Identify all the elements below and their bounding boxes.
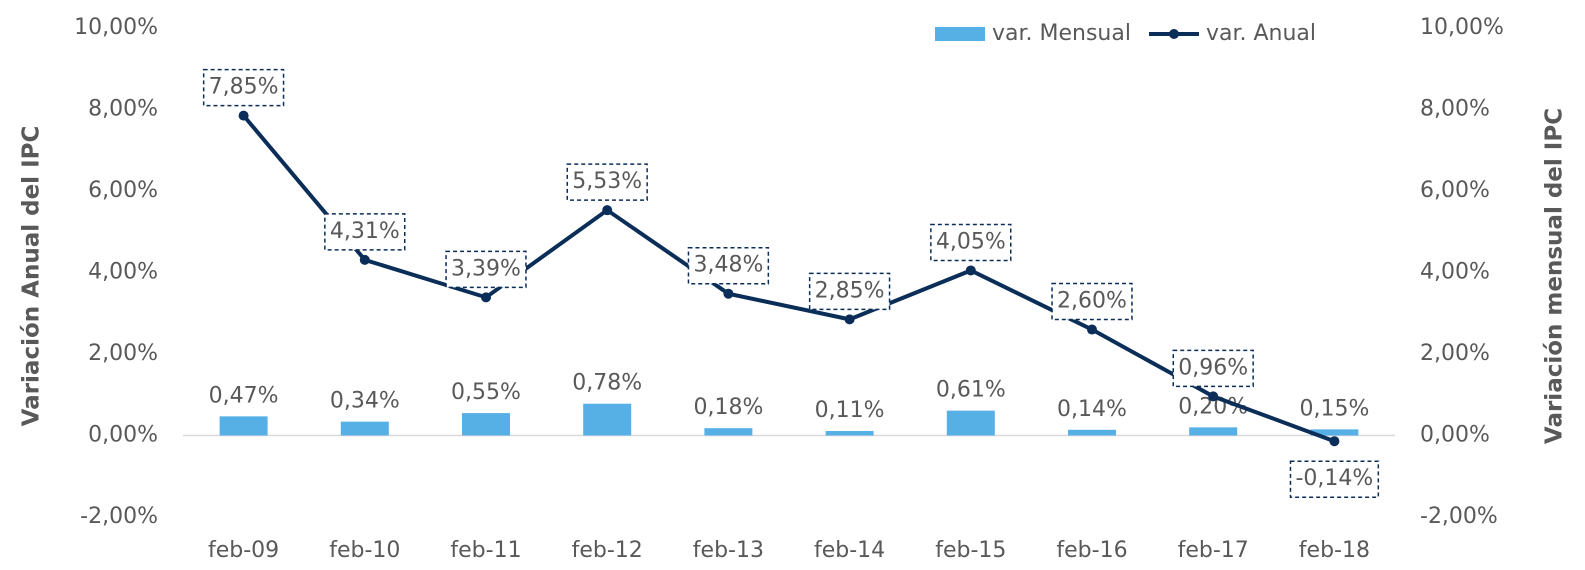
label-box: [1289, 460, 1380, 498]
line-marker: [965, 265, 976, 276]
bar-value-label: 0,61%: [936, 378, 1006, 403]
bar: [462, 413, 510, 436]
y2-tick-label: 0,00%: [1420, 423, 1490, 448]
label-box: [202, 68, 285, 107]
bar: [219, 416, 268, 436]
bar-value-label: 0,78%: [572, 371, 642, 396]
y2-tick-label: 10,00%: [1420, 15, 1504, 40]
x-tick-label: feb-11: [450, 538, 521, 563]
legend-swatch: [935, 27, 985, 41]
line-marker: [481, 292, 491, 303]
bar: [583, 403, 632, 436]
line-marker: [1208, 391, 1219, 402]
label-box: [566, 163, 648, 201]
bar: [946, 410, 995, 436]
bar-value-label: 0,11%: [815, 398, 885, 423]
line-marker: [1087, 324, 1097, 335]
label-box: [445, 250, 527, 289]
y2-axis-title: Variación mensual del IPC: [1542, 108, 1568, 444]
label-box: [808, 272, 891, 311]
line-value-label: 3,39%: [451, 256, 521, 281]
legend-swatch: [1168, 29, 1179, 39]
x-tick-label: feb-10: [329, 538, 400, 563]
line-marker: [723, 288, 734, 299]
y-tick-label: -2,00%: [80, 504, 158, 529]
y2-tick-label: 8,00%: [1420, 97, 1490, 122]
bar: [704, 428, 753, 436]
line-marker: [238, 110, 249, 121]
bar-value-label: 0,15%: [1299, 396, 1369, 421]
label-box: [324, 213, 406, 251]
bar: [825, 431, 874, 436]
y2-tick-label: 6,00%: [1420, 178, 1490, 203]
x-tick-label: feb-14: [814, 538, 885, 563]
bar-value-label: 0,14%: [1057, 397, 1127, 422]
x-tick-label: feb-18: [1299, 538, 1370, 563]
x-tick-label: feb-09: [208, 538, 279, 563]
y-tick-label: 4,00%: [88, 260, 158, 285]
bar-value-label: 0,47%: [209, 383, 279, 408]
bar: [1068, 429, 1116, 436]
y-axis-title: Variación Anual del IPC: [19, 126, 45, 427]
y-tick-label: 10,00%: [74, 15, 158, 40]
bar: [340, 421, 389, 436]
line-value-label: 4,05%: [936, 229, 1006, 254]
bar-value-label: 0,55%: [451, 380, 521, 405]
bar: [1310, 429, 1359, 436]
x-tick-label: feb-15: [935, 538, 1006, 563]
bar-value-label: 0,34%: [330, 389, 400, 414]
line-marker: [844, 314, 855, 325]
y-tick-label: 2,00%: [88, 341, 158, 366]
line-value-label: 5,53%: [572, 169, 642, 194]
line-marker: [1329, 436, 1340, 447]
line-value-label: 2,60%: [1057, 289, 1127, 314]
y2-tick-label: 2,00%: [1420, 341, 1490, 366]
line-value-label: 7,85%: [209, 75, 279, 100]
x-tick-label: feb-16: [1056, 538, 1127, 563]
legend-label: var. Anual: [1206, 21, 1316, 46]
y-tick-label: 8,00%: [88, 97, 158, 122]
line-value-label: 2,85%: [815, 278, 885, 303]
bar: [1189, 427, 1238, 436]
y2-tick-label: 4,00%: [1420, 260, 1490, 285]
x-tick-label: feb-12: [572, 538, 643, 563]
line-value-label: 3,48%: [693, 253, 763, 278]
x-tick-label: feb-13: [693, 538, 764, 563]
bar-value-label: 0,18%: [693, 395, 763, 420]
line-value-label: 4,31%: [330, 219, 400, 244]
line-value-label: 0,96%: [1178, 355, 1248, 380]
line: [242, 114, 1336, 444]
label-box: [930, 223, 1012, 262]
line-value-label: -0,14%: [1295, 466, 1373, 491]
legend-label: var. Mensual: [992, 21, 1131, 46]
label-box: [1051, 282, 1133, 321]
label-box: [687, 246, 770, 285]
line-marker: [359, 254, 370, 265]
line-marker: [602, 205, 613, 216]
x-tick-label: feb-17: [1178, 538, 1249, 563]
label-box: [1172, 349, 1254, 388]
y-tick-label: 6,00%: [88, 178, 158, 203]
y-tick-label: 0,00%: [88, 423, 158, 448]
y2-tick-label: -2,00%: [1420, 504, 1498, 529]
